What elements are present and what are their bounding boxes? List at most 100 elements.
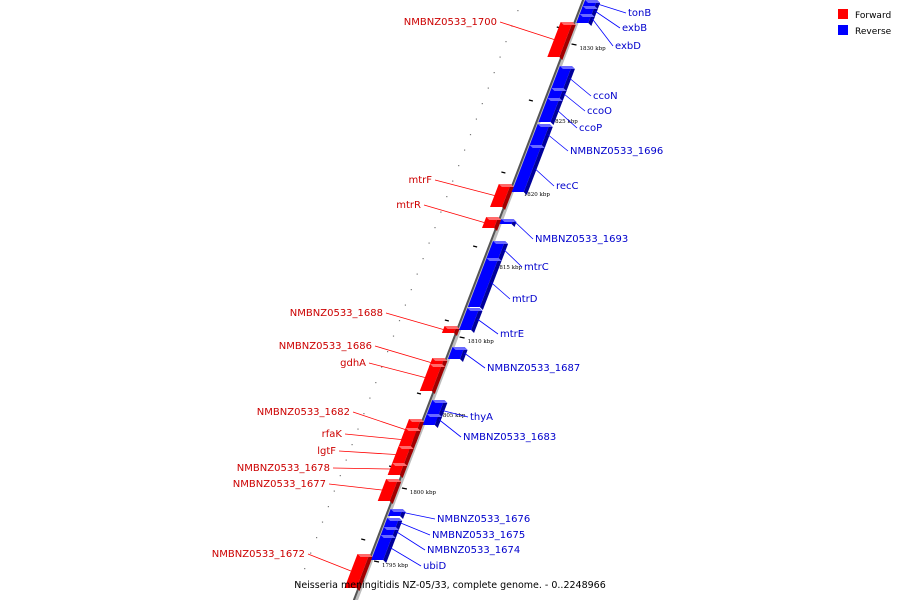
forward-gene[interactable]: [482, 217, 502, 231]
reverse-gene-leader: [563, 93, 586, 112]
minor-tick: [310, 552, 312, 554]
forward-gene-label[interactable]: NMBNZ0533_1682: [257, 407, 350, 418]
forward-gene[interactable]: [441, 326, 460, 336]
gene-side: [523, 145, 545, 195]
gene-side: [459, 347, 468, 362]
reverse-gene[interactable]: [422, 414, 442, 428]
reverse-gene[interactable]: [383, 518, 403, 530]
reverse-gene[interactable]: [486, 241, 509, 261]
reverse-gene-label[interactable]: ccoO: [587, 106, 612, 117]
reverse-gene[interactable]: [550, 66, 575, 93]
reverse-gene[interactable]: [380, 527, 399, 539]
forward-gene-label[interactable]: NMBNZ0533_1686: [279, 341, 372, 352]
reverse-gene-label[interactable]: mtrD: [512, 294, 538, 305]
forward-gene-label[interactable]: NMBNZ0533_1677: [233, 479, 326, 490]
forward-gene-label[interactable]: gdhA: [340, 358, 366, 369]
minor-tick: [434, 227, 436, 229]
forward-gene[interactable]: [547, 22, 576, 60]
reverse-gene[interactable]: [576, 14, 595, 26]
backbone-line: [352, 0, 585, 600]
reverse-gene-label[interactable]: NMBNZ0533_1674: [427, 545, 520, 556]
gene-face: [467, 258, 499, 307]
reverse-gene-label[interactable]: tonB: [628, 8, 651, 19]
major-tick: [373, 560, 380, 563]
reverse-gene[interactable]: [467, 258, 502, 310]
gene-side: [559, 22, 576, 60]
reverse-gene-label[interactable]: exbD: [615, 41, 641, 52]
reverse-gene-label[interactable]: ubiD: [423, 561, 446, 572]
reverse-gene[interactable]: [447, 347, 468, 362]
reverse-gene[interactable]: [511, 145, 545, 195]
gene-top: [426, 414, 442, 417]
minor-tick: [505, 41, 507, 43]
forward-gene[interactable]: [392, 446, 414, 466]
forward-gene-label[interactable]: lgtF: [317, 446, 336, 457]
reverse-gene-label[interactable]: ccoN: [593, 91, 618, 102]
legend: Forward Reverse: [838, 9, 892, 37]
reverse-gene-label[interactable]: NMBNZ0533_1676: [437, 514, 530, 525]
forward-gene-label[interactable]: mtrF: [408, 175, 432, 186]
gene-face: [529, 124, 550, 145]
reverse-gene-label[interactable]: exbB: [622, 23, 647, 34]
reverse-gene[interactable]: [538, 98, 563, 125]
reverse-gene[interactable]: [529, 124, 553, 148]
gene-face: [547, 22, 573, 57]
reverse-gene-label[interactable]: mtrE: [500, 329, 524, 340]
gene-side: [356, 554, 373, 591]
reverse-gene-label[interactable]: NMBNZ0533_1675: [432, 530, 525, 541]
reverse-gene[interactable]: [499, 219, 517, 227]
forward-gene[interactable]: [377, 479, 402, 504]
forward-gene[interactable]: [490, 184, 514, 210]
gene-top: [559, 66, 575, 69]
reverse-gene[interactable]: [387, 509, 406, 519]
minor-tick: [416, 273, 418, 275]
major-tick: [459, 336, 465, 339]
reverse-gene-leader: [442, 410, 469, 418]
gene-top: [452, 347, 468, 350]
forward-gene-label[interactable]: NMBNZ0533_1688: [290, 308, 383, 319]
gene-top: [405, 428, 421, 431]
forward-gene-label[interactable]: NMBNZ0533_1672: [212, 549, 305, 560]
gene-top: [486, 258, 502, 261]
gene-side: [550, 98, 563, 125]
forward-gene-label[interactable]: mtrR: [396, 200, 421, 211]
forward-gene-leader: [344, 433, 402, 440]
forward-gene-label[interactable]: rfaK: [322, 429, 343, 440]
minor-tick: [363, 413, 365, 415]
gene-face: [511, 145, 542, 192]
gene-top: [498, 184, 514, 187]
gene-face: [538, 98, 560, 122]
forward-gene[interactable]: [344, 554, 373, 591]
reverse-gene-label[interactable]: NMBNZ0533_1696: [570, 146, 663, 157]
reverse-gene[interactable]: [371, 535, 396, 563]
gene-side: [494, 217, 502, 231]
reverse-gene-label[interactable]: NMBNZ0533_1687: [487, 363, 580, 374]
minor-tick: [517, 10, 519, 12]
reverse-gene-label[interactable]: mtrC: [524, 262, 549, 273]
gene-top: [380, 535, 396, 538]
reverse-gene-label[interactable]: NMBNZ0533_1693: [535, 234, 628, 245]
minor-tick: [458, 165, 460, 167]
gene-top: [398, 446, 414, 449]
reverse-gene-leader: [534, 168, 555, 187]
reverse-gene[interactable]: [547, 88, 567, 102]
tick-label: 1820 kbp: [524, 192, 551, 198]
tick-label: 1800 kbp: [410, 490, 437, 496]
reverse-gene-label[interactable]: thyA: [470, 412, 493, 423]
reverse-gene-label[interactable]: ccoP: [579, 123, 602, 134]
gene-top: [357, 554, 373, 557]
forward-gene-label[interactable]: NMBNZ0533_1678: [237, 463, 330, 474]
forward-gene[interactable]: [387, 463, 408, 478]
reverse-gene-label[interactable]: recC: [556, 181, 579, 192]
gene-side: [434, 414, 442, 428]
reverse-gene[interactable]: [459, 308, 483, 333]
forward-gene-label[interactable]: NMBNZ0533_1700: [404, 17, 497, 28]
gene-side: [559, 88, 567, 102]
minor-tick: [381, 366, 383, 368]
minor-tick: [333, 490, 335, 492]
gene-face: [371, 535, 393, 560]
reverse-gene-label[interactable]: NMBNZ0533_1683: [463, 432, 556, 443]
gene-top: [537, 124, 553, 127]
reverse-gene-leader: [438, 419, 462, 438]
forward-gene[interactable]: [419, 364, 446, 394]
